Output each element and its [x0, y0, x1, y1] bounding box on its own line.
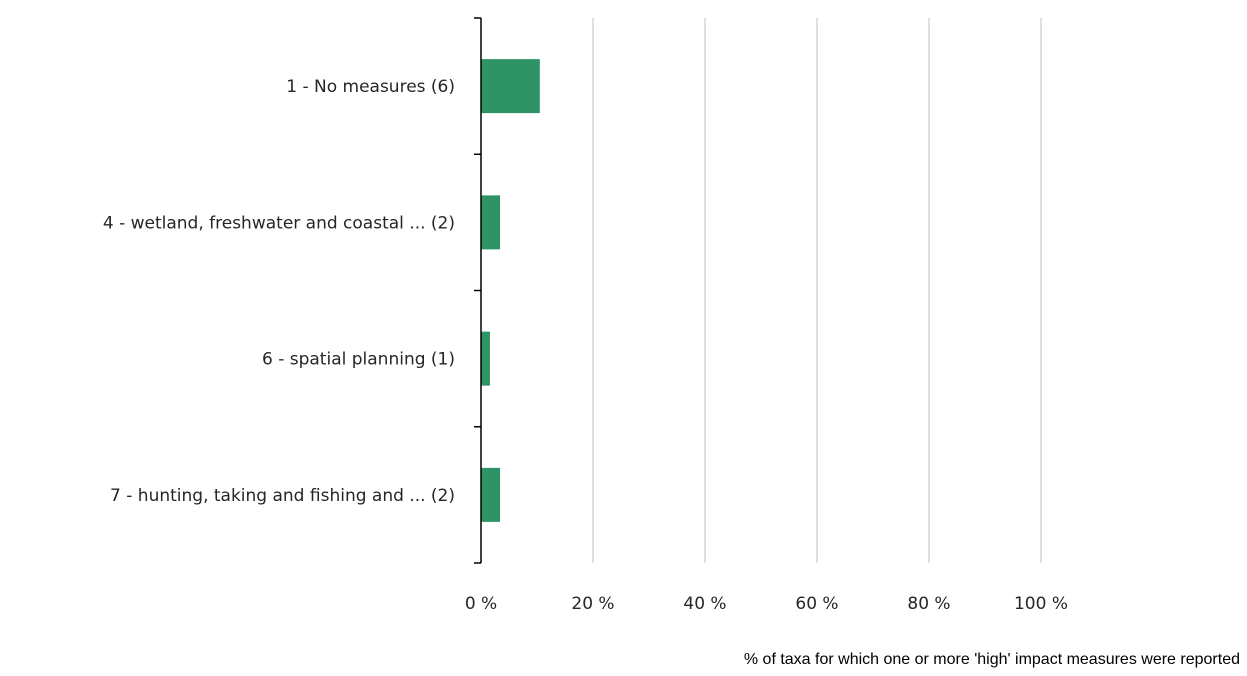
x-tick-label: 60 % — [795, 594, 838, 614]
x-axis-title: % of taxa for which one or more 'high' i… — [744, 651, 1240, 668]
category-label: 6 - spatial planning (1) — [262, 350, 455, 370]
x-tick-label: 40 % — [683, 594, 726, 614]
axes — [474, 17, 482, 564]
bars — [481, 59, 540, 522]
x-tick-label: 100 % — [1014, 594, 1068, 614]
gridlines — [592, 18, 1042, 563]
x-tick-label: 80 % — [907, 594, 950, 614]
bar — [481, 331, 490, 386]
bar — [481, 59, 540, 114]
category-label: 4 - wetland, freshwater and coastal ... … — [103, 213, 455, 233]
category-label: 7 - hunting, taking and fishing and ... … — [110, 486, 455, 506]
bar — [481, 467, 501, 522]
bar — [481, 195, 501, 250]
category-label: 1 - No measures (6) — [286, 77, 455, 97]
x-tick-label: 20 % — [571, 594, 614, 614]
labels: 0 % 20 % 40 % 60 % 80 % 100 % 1 - No measures … — [103, 77, 1068, 614]
x-tick-label: 0 % — [465, 594, 497, 614]
